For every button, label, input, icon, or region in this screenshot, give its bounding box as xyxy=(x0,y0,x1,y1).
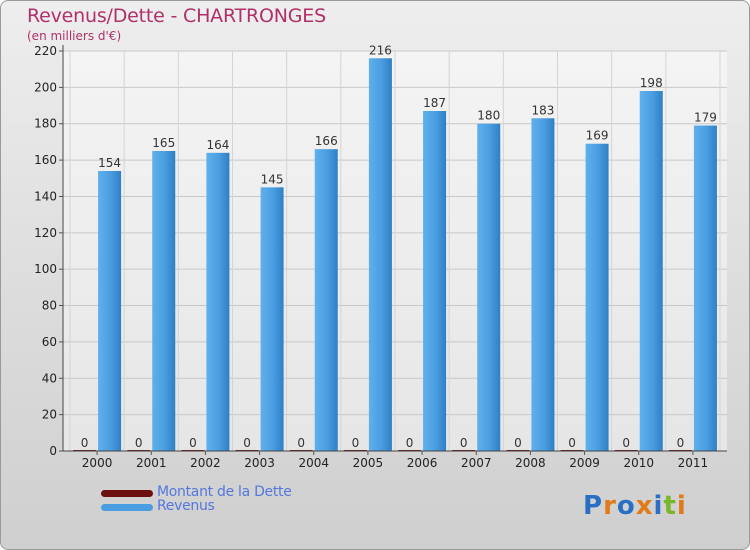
logo-letter: r xyxy=(603,491,617,521)
y-tick-label: 180 xyxy=(34,117,57,131)
y-tick-label: 80 xyxy=(42,299,57,313)
y-axis: 0 20 40 60 80 100 120 140 160 180 200 220 xyxy=(34,44,64,458)
data-label-revenus: 179 xyxy=(694,111,717,125)
data-label-revenus: 154 xyxy=(98,156,121,170)
chart-title: Revenus/Dette - CHARTRONGES xyxy=(27,5,326,27)
y-tick-label: 40 xyxy=(42,371,57,385)
data-label-dette: 0 xyxy=(352,436,360,450)
y-tick-label: 0 xyxy=(49,444,57,458)
bar-revenus xyxy=(152,151,176,451)
x-tick-label: 2004 xyxy=(298,456,329,470)
data-label-dette: 0 xyxy=(514,436,522,450)
bars: 0 154 0 165 0 164 0 145 0 166 0 216 0 187 0 180 0 183 0 169… xyxy=(73,43,717,452)
legend-label-revenus: Revenus xyxy=(157,498,215,514)
data-label-dette: 0 xyxy=(568,436,576,450)
data-label-revenus: 165 xyxy=(152,136,175,150)
bar-revenus xyxy=(314,149,338,451)
x-tick-label: 2001 xyxy=(136,456,167,470)
y-tick-label: 200 xyxy=(34,80,57,94)
logo-letter: i xyxy=(653,491,664,521)
data-label-revenus: 180 xyxy=(477,109,500,123)
legend-swatch-dette xyxy=(101,490,153,497)
legend-label-dette: Montant de la Dette xyxy=(157,484,292,500)
logo-letter: x xyxy=(635,491,654,521)
data-label-revenus: 164 xyxy=(206,138,229,152)
x-tick-label: 2010 xyxy=(623,456,654,470)
data-label-dette: 0 xyxy=(622,436,630,450)
legend-swatch-revenus xyxy=(101,504,153,511)
y-tick-label: 120 xyxy=(34,226,57,240)
data-label-dette: 0 xyxy=(460,436,468,450)
data-label-revenus: 198 xyxy=(640,76,663,90)
x-tick-label: 2007 xyxy=(461,456,492,470)
y-tick-label: 160 xyxy=(34,153,57,167)
data-label-dette: 0 xyxy=(81,436,89,450)
x-tick-label: 2011 xyxy=(678,456,709,470)
bar-revenus xyxy=(260,187,284,451)
bar-revenus xyxy=(98,171,122,451)
data-label-dette: 0 xyxy=(297,436,305,450)
x-tick-label: 2003 xyxy=(244,456,275,470)
chart-subtitle: (en milliers d'€) xyxy=(27,29,122,43)
bar-revenus xyxy=(368,58,392,451)
data-label-dette: 0 xyxy=(189,436,197,450)
x-tick-label: 2006 xyxy=(407,456,438,470)
bar-revenus xyxy=(477,123,501,452)
bar-revenus xyxy=(531,118,555,451)
data-label-revenus: 166 xyxy=(315,134,338,148)
x-tick-label: 2005 xyxy=(353,456,384,470)
bar-revenus xyxy=(423,111,447,451)
x-axis: 2000 2001 2002 2003 2004 2005 2006 2007 2008 2009… xyxy=(63,450,727,470)
data-label-revenus: 145 xyxy=(261,172,284,186)
logo-letter: t xyxy=(663,491,677,521)
logo-letter: o xyxy=(616,491,636,521)
x-tick-label: 2002 xyxy=(190,456,221,470)
y-tick-label: 100 xyxy=(34,262,57,276)
data-label-dette: 0 xyxy=(677,436,685,450)
x-tick-label: 2009 xyxy=(569,456,600,470)
data-label-revenus: 169 xyxy=(586,129,609,143)
data-label-revenus: 187 xyxy=(423,96,446,110)
x-tick-label: 2000 xyxy=(82,456,113,470)
y-tick-label: 60 xyxy=(42,335,57,349)
bar-revenus xyxy=(206,152,230,451)
y-tick-label: 140 xyxy=(34,189,57,203)
data-label-dette: 0 xyxy=(243,436,251,450)
logo-letter: P xyxy=(583,491,604,521)
bar-revenus xyxy=(639,91,663,451)
data-label-revenus: 183 xyxy=(531,103,554,117)
data-label-dette: 0 xyxy=(406,436,414,450)
data-label-dette: 0 xyxy=(135,436,143,450)
y-tick-label: 20 xyxy=(42,408,57,422)
x-tick-label: 2008 xyxy=(515,456,546,470)
y-tick-label: 220 xyxy=(34,44,57,58)
data-label-revenus: 216 xyxy=(369,43,392,57)
proxiti-logo: Proxiti xyxy=(583,491,687,521)
bar-revenus xyxy=(693,125,717,451)
logo-letter: i xyxy=(676,491,687,521)
bar-revenus xyxy=(585,143,609,451)
